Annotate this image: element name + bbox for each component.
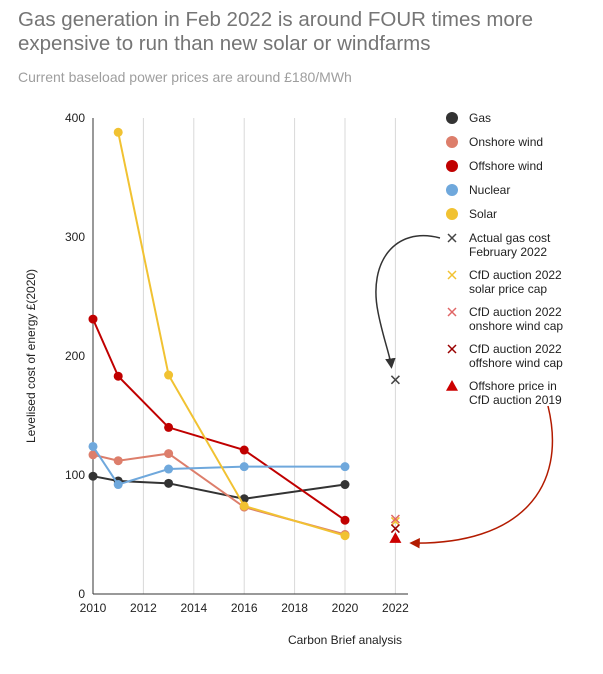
gridlines [142, 118, 396, 594]
source-note: Carbon Brief analysis [288, 633, 402, 647]
legend-label: CfD auction 2022 [469, 305, 562, 319]
x-tick-label: 2010 [80, 601, 107, 615]
data-point-solar [113, 127, 123, 137]
legend-swatch [447, 344, 457, 354]
legend-label: CfD auction 2022 [469, 268, 562, 282]
x-marker-stroke [447, 233, 457, 243]
data-point-solar [340, 531, 350, 541]
legend-swatch [447, 233, 457, 243]
point-marker [390, 514, 400, 524]
x-tick-label: 2020 [332, 601, 359, 615]
y-tick-label: 0 [78, 587, 85, 601]
x-tick-label: 2022 [382, 601, 409, 615]
x-marker-stroke [390, 375, 400, 385]
series-line-gas [92, 475, 346, 500]
data-point-nuclear [164, 464, 174, 474]
legend-label: solar price cap [469, 282, 547, 296]
series-lines [88, 127, 350, 541]
chart-title: Gas generation in Feb 2022 is around FOU… [18, 8, 534, 55]
data-point-gas [88, 471, 98, 481]
legend-swatch [446, 136, 458, 148]
legend-label: Offshore price in [469, 379, 557, 393]
legend-label: Actual gas cost [469, 231, 551, 245]
cfd-price-arrow [409, 405, 554, 549]
data-point-onshore-wind [88, 450, 98, 460]
data-point-offshore-wind [164, 422, 174, 432]
legend-label: Offshore wind [469, 159, 543, 173]
data-point-offshore-wind [340, 515, 350, 525]
data-point-gas [340, 480, 350, 490]
data-point-solar [239, 501, 249, 511]
legend: Gas Onshore wind Offshore wind Nuclear Solar… [446, 111, 563, 407]
y-tick-label: 400 [65, 111, 85, 125]
point-marker [390, 524, 400, 534]
series-line-solar [117, 132, 346, 537]
data-point-solar [164, 370, 174, 380]
axes: 2010 2012 2014 2016 2018 2020 2022 0 100 200 300 40… [65, 111, 409, 615]
legend-label: Gas [469, 111, 491, 125]
data-point-gas [164, 478, 174, 488]
x-marker-stroke [390, 514, 400, 524]
standalone-points [389, 375, 402, 543]
point-marker [389, 532, 402, 543]
y-tick-label: 100 [65, 468, 85, 482]
x-marker-stroke [447, 307, 457, 317]
legend-swatch [446, 184, 458, 196]
data-point-offshore-wind [113, 371, 123, 381]
data-point-nuclear [340, 462, 350, 472]
data-point-onshore-wind [113, 456, 123, 466]
data-point-onshore-wind [164, 449, 174, 459]
data-point-offshore-wind [88, 314, 98, 324]
legend-swatch [447, 307, 457, 317]
data-point-offshore-wind [239, 445, 249, 455]
legend-label: February 2022 [469, 245, 547, 259]
x-marker-stroke [447, 270, 457, 280]
chart-subtitle: Current baseload power prices are around… [18, 69, 352, 85]
legend-swatch [446, 208, 458, 220]
legend-label: offshore wind cap [469, 356, 563, 370]
y-axis-label: Levelised cost of energy £(2020) [24, 269, 38, 443]
x-tick-label: 2018 [281, 601, 308, 615]
point-marker [390, 516, 400, 526]
y-tick-label: 200 [65, 349, 85, 363]
legend-label: Nuclear [469, 183, 510, 197]
legend-label: CfD auction 2019 [469, 393, 562, 407]
legend-label: Solar [469, 207, 497, 221]
x-marker-stroke [447, 344, 457, 354]
gas-cost-arrow [375, 235, 441, 369]
x-marker-stroke [390, 516, 400, 526]
y-tick-label: 300 [65, 230, 85, 244]
legend-swatch [446, 112, 458, 124]
x-tick-label: 2016 [231, 601, 258, 615]
annotation-arrows [375, 235, 554, 549]
data-point-nuclear [113, 480, 123, 490]
legend-label: CfD auction 2022 [469, 342, 562, 356]
series-line-nuclear [92, 445, 345, 486]
data-point-nuclear [239, 462, 249, 472]
x-tick-label: 2012 [130, 601, 157, 615]
legend-swatch [446, 160, 458, 172]
data-point-nuclear [88, 441, 98, 451]
legend-label: Onshore wind [469, 135, 543, 149]
x-marker-stroke [390, 524, 400, 534]
legend-label: onshore wind cap [469, 319, 563, 333]
legend-swatch [446, 380, 458, 391]
x-tick-label: 2014 [180, 601, 207, 615]
legend-swatch [447, 270, 457, 280]
point-marker [390, 375, 400, 385]
